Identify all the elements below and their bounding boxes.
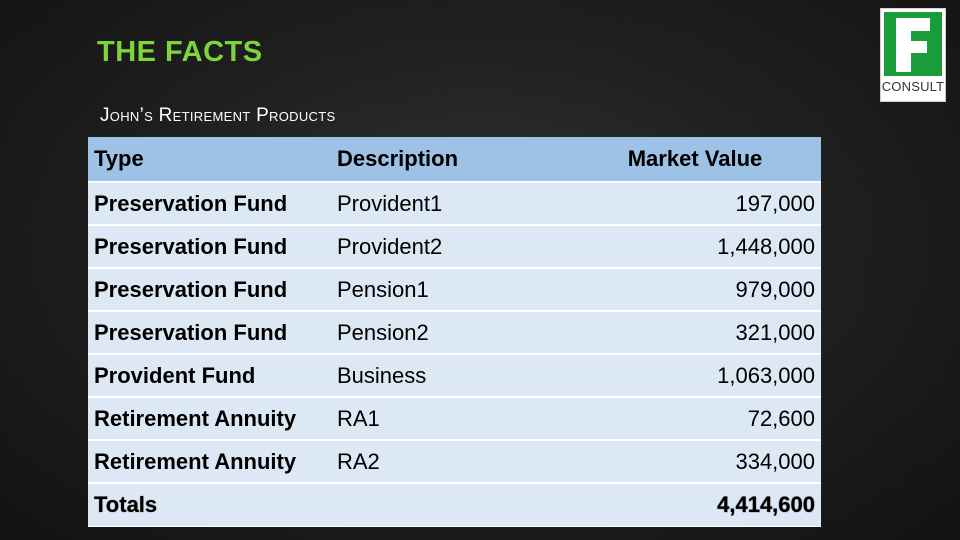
header-type: Type — [88, 137, 331, 182]
logo-mark — [884, 12, 942, 76]
logo-text: CONSULT — [881, 79, 945, 94]
totals-label: Totals — [94, 492, 158, 517]
slide-title: THE FACTS — [97, 36, 263, 68]
totals-description — [331, 483, 575, 526]
cell-market-value: 334,000 — [735, 448, 815, 474]
totals-value: 4,414,600 — [717, 492, 815, 517]
cell-market-value: 197,000 — [735, 190, 815, 216]
cell-description: RA1 — [337, 405, 380, 431]
consult-logo: CONSULT — [880, 8, 946, 102]
logo-f-icon — [896, 18, 930, 72]
cell-market-value: 1,448,000 — [717, 233, 815, 259]
totals-row: Totals 4,414,600 — [88, 483, 821, 526]
table-row: Provident Fund Business 1,063,000 — [88, 354, 821, 397]
retirement-products-table: Type Description Market Value Preservati… — [88, 137, 821, 527]
cell-type: Provident Fund — [94, 362, 256, 388]
cell-type: Preservation Fund — [94, 319, 288, 345]
cell-market-value: 72,600 — [747, 405, 815, 431]
header-description: Description — [331, 137, 575, 182]
cell-description: Business — [337, 362, 427, 388]
table-row: Preservation Fund Pension2 321,000 — [88, 311, 821, 354]
cell-type: Preservation Fund — [94, 190, 288, 216]
cell-description: Pension1 — [337, 276, 429, 302]
cell-market-value: 321,000 — [735, 319, 815, 345]
table-row: Retirement Annuity RA1 72,600 — [88, 397, 821, 440]
cell-description: RA2 — [337, 448, 380, 474]
cell-description: Pension2 — [337, 319, 429, 345]
slide-subtitle: John’s Retirement Products — [100, 105, 336, 126]
cell-description: Provident1 — [337, 190, 443, 216]
cell-description: Provident2 — [337, 233, 443, 259]
header-market-value: Market Value — [575, 137, 821, 182]
table-row: Preservation Fund Provident1 197,000 — [88, 182, 821, 225]
cell-type: Preservation Fund — [94, 276, 288, 302]
cell-market-value: 1,063,000 — [717, 362, 815, 388]
table-row: Retirement Annuity RA2 334,000 — [88, 440, 821, 483]
cell-type: Retirement Annuity — [94, 448, 297, 474]
cell-type: Retirement Annuity — [94, 405, 297, 431]
table-row: Preservation Fund Pension1 979,000 — [88, 268, 821, 311]
table-row: Preservation Fund Provident2 1,448,000 — [88, 225, 821, 268]
cell-type: Preservation Fund — [94, 233, 288, 259]
cell-market-value: 979,000 — [735, 276, 815, 302]
table-header-row: Type Description Market Value — [88, 137, 821, 182]
